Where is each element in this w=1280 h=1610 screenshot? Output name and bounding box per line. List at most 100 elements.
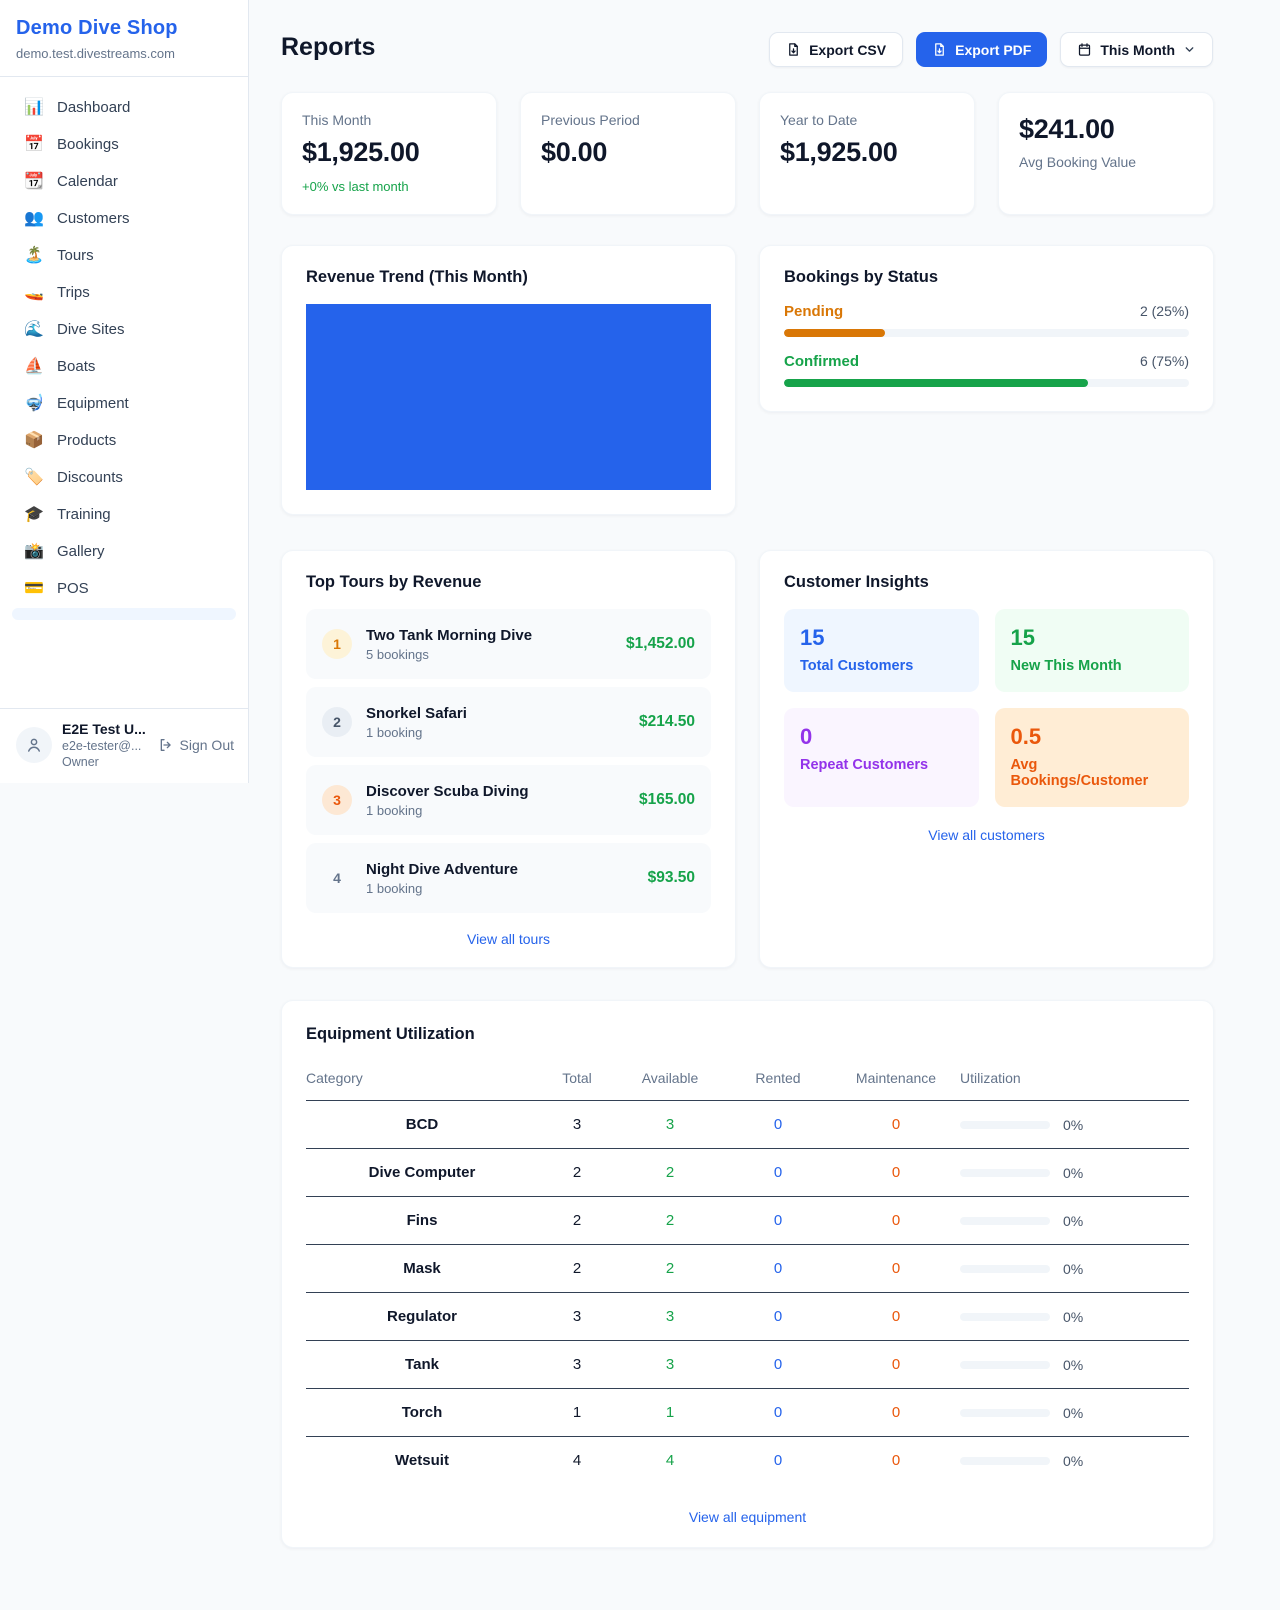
stat-card-avg-booking-value: $241.00 Avg Booking Value <box>998 92 1214 215</box>
export-pdf-label: Export PDF <box>955 41 1032 58</box>
cell-category: Dive Computer <box>306 1148 538 1197</box>
view-all-customers-link[interactable]: View all customers <box>928 827 1045 843</box>
top-tours-title: Top Tours by Revenue <box>306 573 482 591</box>
table-row: Dive Computer 2 2 0 0 0% <box>306 1148 1189 1197</box>
file-download-icon <box>789 43 798 56</box>
cell-total: 3 <box>538 1292 616 1341</box>
cell-total: 2 <box>538 1148 616 1197</box>
rank-badge: 1 <box>322 629 352 659</box>
tile-label: Avg Bookings/Customer <box>1010 757 1149 789</box>
sidebar-item-customers[interactable]: 👥 Customers <box>12 201 236 236</box>
table-row: Regulator 3 3 0 0 0% <box>306 1292 1189 1341</box>
col-utilization: Utilization <box>960 1060 1189 1101</box>
cell-rented: 0 <box>724 1388 832 1437</box>
sidebar-item-products[interactable]: 📦 Products <box>12 423 236 458</box>
stat-label: Avg Booking Value <box>1019 154 1137 170</box>
sign-out-button[interactable]: Sign Out <box>158 737 234 753</box>
utilization-pct: 0% <box>1063 1356 1084 1373</box>
sidebar-item-dive-sites[interactable]: 🌊 Dive Sites <box>12 312 236 347</box>
tour-row: 1 Two Tank Morning Dive 5 bookings $1,45… <box>306 609 711 679</box>
customer-insights-card: Customer Insights 15 Total Customers 15 … <box>759 550 1214 968</box>
cell-maintenance: 0 <box>832 1196 960 1245</box>
sidebar-item-discounts[interactable]: 🏷️ Discounts <box>12 460 236 495</box>
discounts-icon: 🏷️ <box>24 468 44 486</box>
sidebar-item-tours[interactable]: 🏝️ Tours <box>12 238 236 273</box>
cell-available: 3 <box>616 1292 724 1341</box>
tour-name: Discover Scuba Diving <box>366 782 529 800</box>
sidebar-item-selected-partial[interactable] <box>12 608 236 620</box>
sidebar-item-bookings[interactable]: 📅 Bookings <box>12 127 236 162</box>
utilization-track <box>960 1216 1050 1225</box>
table-row: Torch 1 1 0 0 0% <box>306 1388 1189 1437</box>
period-dropdown[interactable]: This Month <box>1060 32 1213 67</box>
brand-domain: demo.test.divestreams.com <box>16 46 175 61</box>
tour-name: Snorkel Safari <box>366 704 467 722</box>
tour-row: 3 Discover Scuba Diving 1 booking $165.0… <box>306 765 711 835</box>
utilization-track <box>960 1408 1050 1417</box>
user-name: E2E Test U... <box>62 721 146 737</box>
tile-label: Repeat Customers <box>800 757 929 773</box>
view-all-equipment-link[interactable]: View all equipment <box>688 1508 807 1525</box>
utilization-track <box>960 1312 1050 1321</box>
cell-available: 1 <box>616 1388 724 1437</box>
cell-category: Torch <box>306 1388 538 1437</box>
file-download-icon <box>935 43 944 56</box>
tile-value: 0 <box>800 724 813 749</box>
sidebar-item-gallery[interactable]: 📸 Gallery <box>12 534 236 569</box>
tour-row: 2 Snorkel Safari 1 booking $214.50 <box>306 687 711 757</box>
stat-label: This Month <box>302 112 372 128</box>
tour-bookings: 1 booking <box>366 880 423 896</box>
view-all-tours-link[interactable]: View all tours <box>466 931 550 947</box>
sidebar-item-equipment[interactable]: 🤿 Equipment <box>12 386 236 421</box>
cell-category: Tank <box>306 1340 538 1389</box>
cell-rented: 0 <box>724 1196 832 1245</box>
cell-category: Mask <box>306 1244 538 1293</box>
export-pdf-button[interactable]: Export PDF <box>916 32 1048 67</box>
stat-card-previous-period: Previous Period $0.00 <box>520 92 736 215</box>
boats-icon: ⛵ <box>24 357 44 375</box>
calendar-icon <box>1079 43 1091 56</box>
cell-maintenance: 0 <box>832 1244 960 1293</box>
table-row: Tank 3 3 0 0 0% <box>306 1340 1189 1389</box>
tile-label: New This Month <box>1010 658 1122 674</box>
user-role: Owner <box>62 755 99 769</box>
export-csv-button[interactable]: Export CSV <box>769 32 904 67</box>
col-category: Category <box>306 1060 538 1101</box>
tour-revenue: $165.00 <box>638 791 695 808</box>
sidebar-item-label: Training <box>57 506 111 523</box>
col-rented: Rented <box>724 1060 832 1101</box>
cell-total: 2 <box>538 1196 616 1245</box>
charts-row: Revenue Trend (This Month) Bookings by S… <box>281 245 1214 515</box>
sidebar-item-pos[interactable]: 💳 POS <box>12 571 236 606</box>
sidebar-item-label: Trips <box>57 284 90 301</box>
tour-name: Night Dive Adventure <box>366 860 518 878</box>
cell-rented: 0 <box>724 1244 832 1293</box>
sidebar-item-dashboard[interactable]: 📊 Dashboard <box>12 90 236 125</box>
sidebar-item-trips[interactable]: 🚤 Trips <box>12 275 236 310</box>
cell-available: 2 <box>616 1196 724 1245</box>
sidebar-item-training[interactable]: 🎓 Training <box>12 497 236 532</box>
chevron-down-icon <box>1185 47 1194 52</box>
sidebar-item-label: Gallery <box>57 543 105 560</box>
training-icon: 🎓 <box>24 505 44 523</box>
brand-name: Demo Dive Shop <box>16 17 178 39</box>
sidebar-item-boats[interactable]: ⛵ Boats <box>12 349 236 384</box>
sidebar-item-calendar[interactable]: 📆 Calendar <box>12 164 236 199</box>
cell-category: Regulator <box>306 1292 538 1341</box>
customers-icon: 👥 <box>24 209 44 227</box>
sidebar-user-footer: E2E Test U... e2e-tester@... Owner Sign … <box>0 708 248 783</box>
status-row-confirmed: Confirmed 6 (75%) <box>784 353 1189 387</box>
tile-avg-bookings-customer: 0.5 Avg Bookings/Customer <box>994 708 1189 807</box>
user-meta: E2E Test U... e2e-tester@... Owner <box>62 721 148 769</box>
dive-sites-icon: 🌊 <box>24 320 44 338</box>
sidebar-item-label: Equipment <box>57 395 129 412</box>
progress-track <box>784 379 1189 387</box>
sign-out-icon <box>160 739 171 751</box>
cell-total: 4 <box>572 1452 582 1470</box>
brand-block: Demo Dive Shop demo.test.divestreams.com <box>0 0 248 77</box>
cell-maintenance: 0 <box>832 1388 960 1437</box>
stat-cards: This Month $1,925.00 +0% vs last month P… <box>281 92 1214 215</box>
person-icon <box>28 738 40 752</box>
products-icon: 📦 <box>24 431 44 449</box>
